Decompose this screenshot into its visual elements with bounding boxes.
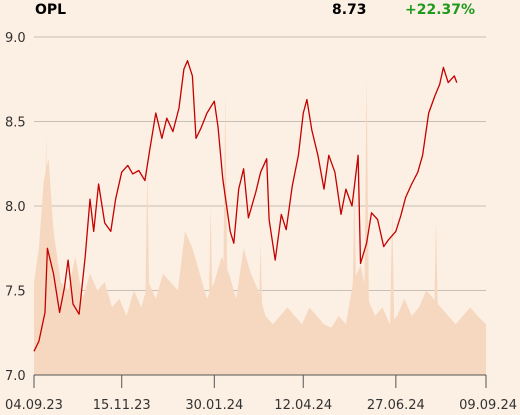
y-tick-label: 9.0 (5, 31, 26, 46)
volume-spike (257, 243, 264, 375)
x-tick-label: 04.09.23 (5, 398, 63, 413)
price-line (33, 60, 458, 352)
volume-spike (389, 209, 396, 375)
volume-spike (222, 92, 229, 376)
x-axis: 04.09.23 15.11.23 30.01.24 12.04.24 27.06.24… (5, 374, 517, 413)
volume-spike (351, 184, 358, 375)
y-axis: 9.0 8.5 8.0 7.5 7.0 (5, 31, 26, 384)
ticker-symbol: OPL (35, 2, 67, 18)
last-price: 8.73 (332, 2, 367, 18)
x-tick-label: 30.01.24 (185, 398, 243, 413)
volume-spike (433, 219, 440, 375)
y-tick-label: 7.0 (5, 369, 26, 384)
volume-spike (144, 167, 151, 375)
volume-spike (207, 206, 214, 375)
x-tick-label: 15.11.23 (93, 398, 151, 413)
y-tick-label: 8.5 (5, 116, 26, 131)
volume-area (34, 77, 486, 376)
price-series (33, 60, 458, 352)
x-tick-label: 09.09.24 (459, 398, 517, 413)
grid-lines (34, 36, 486, 291)
price-change-percent: +22.37% (405, 2, 476, 18)
y-tick-label: 8.0 (5, 200, 26, 215)
x-tick-label: 12.04.24 (274, 398, 332, 413)
x-tick-label: 27.06.24 (367, 398, 425, 413)
y-tick-label: 7.5 (5, 285, 26, 300)
volume-spike (363, 77, 370, 375)
